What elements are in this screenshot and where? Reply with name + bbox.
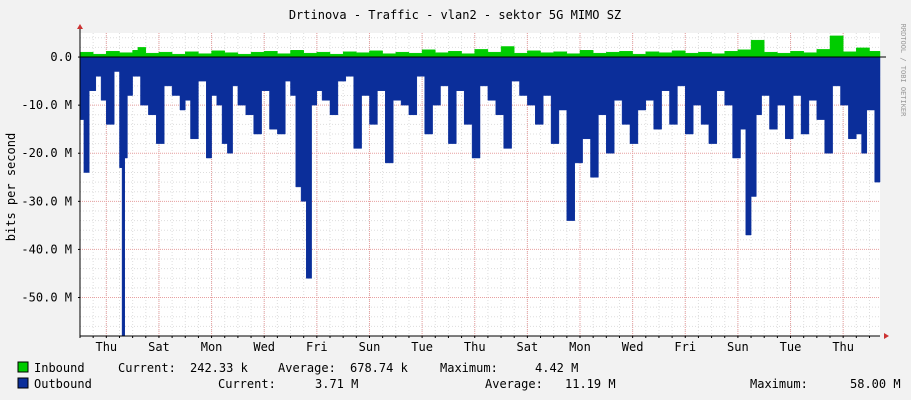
x-tick-label: Mon bbox=[201, 340, 223, 354]
x-tick-label: Fri bbox=[674, 340, 696, 354]
x-tick-label: Wed bbox=[622, 340, 644, 354]
series-areas bbox=[79, 35, 881, 337]
y-tick-label: -40.0 M bbox=[21, 242, 72, 256]
legend-current-label: Current: bbox=[118, 361, 176, 375]
legend-series-name: Inbound bbox=[34, 361, 85, 375]
series-area-outbound bbox=[79, 56, 881, 337]
y-axis-label: bits per second bbox=[4, 133, 18, 241]
y-tick-label: -20.0 M bbox=[21, 146, 72, 160]
legend-series-name: Outbound bbox=[34, 377, 92, 391]
x-axis-arrow bbox=[884, 333, 889, 339]
legend-average-label: Average: bbox=[278, 361, 336, 375]
x-tick-label: Sat bbox=[517, 340, 539, 354]
legend-current-label: Current: bbox=[218, 377, 276, 391]
y-tick-label: 0.0 bbox=[50, 50, 72, 64]
y-tick-label: -30.0 M bbox=[21, 194, 72, 208]
legend-maximum-value: 58.00 M bbox=[850, 377, 901, 391]
legend-average-value: 678.74 k bbox=[350, 361, 409, 375]
chart-title: Drtinova - Traffic - vlan2 - sektor 5G M… bbox=[289, 8, 621, 22]
legend-maximum-value: 4.42 M bbox=[535, 361, 578, 375]
legend-average-value: 11.19 M bbox=[565, 377, 616, 391]
rrdtool-watermark: RRDTOOL / TOBI OETIKER bbox=[899, 24, 907, 118]
x-tick-label: Thu bbox=[464, 340, 486, 354]
y-axis-arrow bbox=[77, 24, 83, 29]
legend-maximum-label: Maximum: bbox=[440, 361, 498, 375]
legend-average-label: Average: bbox=[485, 377, 543, 391]
legend-current-value: 3.71 M bbox=[315, 377, 358, 391]
legend-maximum-label: Maximum: bbox=[750, 377, 808, 391]
x-tick-label: Fri bbox=[306, 340, 328, 354]
x-tick-label: Sat bbox=[148, 340, 170, 354]
axes: 0.0 -10.0 M -20.0 M -30.0 M -40.0 M -50.0 M Th… bbox=[21, 24, 889, 354]
x-tick-label: Tue bbox=[411, 340, 433, 354]
legend-current-value: 242.33 k bbox=[190, 361, 249, 375]
legend-swatch-inbound bbox=[17, 361, 29, 373]
x-tick-label: Sun bbox=[727, 340, 749, 354]
x-tick-label: Sun bbox=[359, 340, 381, 354]
x-tick-label: Thu bbox=[95, 340, 117, 354]
series-area-inbound bbox=[79, 35, 881, 58]
x-tick-label: Wed bbox=[253, 340, 275, 354]
legend-swatch-outbound bbox=[17, 377, 29, 389]
legend: Inbound Current: 242.33 k Average: 678.74 k M… bbox=[17, 361, 901, 391]
x-tick-label: Thu bbox=[832, 340, 854, 354]
y-tick-label: -50.0 M bbox=[21, 291, 72, 305]
x-tick-label: Tue bbox=[780, 340, 802, 354]
x-tick-label: Mon bbox=[569, 340, 591, 354]
y-tick-label: -10.0 M bbox=[21, 98, 72, 112]
